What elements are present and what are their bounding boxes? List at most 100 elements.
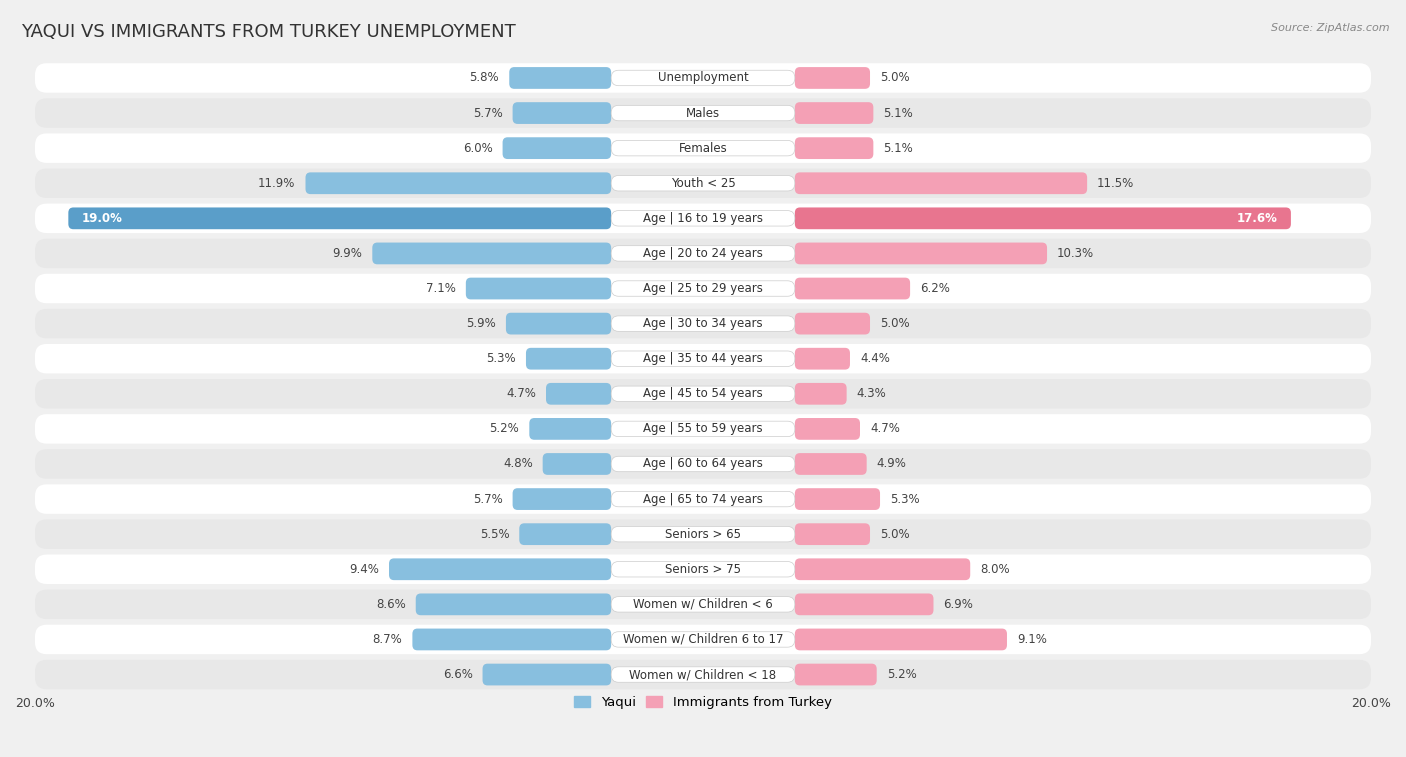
Text: 5.2%: 5.2% bbox=[887, 668, 917, 681]
FancyBboxPatch shape bbox=[35, 64, 1371, 92]
Text: 4.4%: 4.4% bbox=[860, 352, 890, 365]
Text: Seniors > 65: Seniors > 65 bbox=[665, 528, 741, 540]
Text: Age | 55 to 59 years: Age | 55 to 59 years bbox=[643, 422, 763, 435]
FancyBboxPatch shape bbox=[513, 102, 612, 124]
Text: 4.8%: 4.8% bbox=[503, 457, 533, 471]
Text: 5.3%: 5.3% bbox=[486, 352, 516, 365]
FancyBboxPatch shape bbox=[482, 664, 612, 685]
Text: 6.9%: 6.9% bbox=[943, 598, 973, 611]
Text: Seniors > 75: Seniors > 75 bbox=[665, 562, 741, 576]
FancyBboxPatch shape bbox=[35, 204, 1371, 233]
Text: Women w/ Children < 18: Women w/ Children < 18 bbox=[630, 668, 776, 681]
Text: 5.5%: 5.5% bbox=[479, 528, 509, 540]
FancyBboxPatch shape bbox=[794, 313, 870, 335]
Text: 19.0%: 19.0% bbox=[82, 212, 122, 225]
Text: 11.9%: 11.9% bbox=[259, 176, 295, 190]
FancyBboxPatch shape bbox=[612, 141, 794, 156]
FancyBboxPatch shape bbox=[35, 660, 1371, 690]
Text: 8.7%: 8.7% bbox=[373, 633, 402, 646]
FancyBboxPatch shape bbox=[35, 519, 1371, 549]
FancyBboxPatch shape bbox=[529, 418, 612, 440]
FancyBboxPatch shape bbox=[612, 70, 794, 86]
Text: YAQUI VS IMMIGRANTS FROM TURKEY UNEMPLOYMENT: YAQUI VS IMMIGRANTS FROM TURKEY UNEMPLOY… bbox=[21, 23, 516, 41]
Text: Age | 65 to 74 years: Age | 65 to 74 years bbox=[643, 493, 763, 506]
FancyBboxPatch shape bbox=[35, 379, 1371, 409]
Text: Unemployment: Unemployment bbox=[658, 71, 748, 85]
Text: 5.3%: 5.3% bbox=[890, 493, 920, 506]
FancyBboxPatch shape bbox=[794, 418, 860, 440]
FancyBboxPatch shape bbox=[612, 246, 794, 261]
FancyBboxPatch shape bbox=[612, 562, 794, 577]
FancyBboxPatch shape bbox=[612, 176, 794, 191]
FancyBboxPatch shape bbox=[612, 316, 794, 332]
Text: 10.3%: 10.3% bbox=[1057, 247, 1094, 260]
FancyBboxPatch shape bbox=[35, 169, 1371, 198]
Text: 17.6%: 17.6% bbox=[1237, 212, 1278, 225]
FancyBboxPatch shape bbox=[612, 281, 794, 296]
FancyBboxPatch shape bbox=[794, 593, 934, 615]
FancyBboxPatch shape bbox=[543, 453, 612, 475]
Text: 5.9%: 5.9% bbox=[467, 317, 496, 330]
Text: 5.8%: 5.8% bbox=[470, 71, 499, 85]
FancyBboxPatch shape bbox=[35, 625, 1371, 654]
Text: 4.7%: 4.7% bbox=[870, 422, 900, 435]
Text: Age | 35 to 44 years: Age | 35 to 44 years bbox=[643, 352, 763, 365]
FancyBboxPatch shape bbox=[506, 313, 612, 335]
FancyBboxPatch shape bbox=[794, 347, 851, 369]
FancyBboxPatch shape bbox=[305, 173, 612, 194]
FancyBboxPatch shape bbox=[465, 278, 612, 300]
FancyBboxPatch shape bbox=[35, 309, 1371, 338]
FancyBboxPatch shape bbox=[794, 559, 970, 580]
FancyBboxPatch shape bbox=[612, 456, 794, 472]
Text: 6.2%: 6.2% bbox=[920, 282, 950, 295]
FancyBboxPatch shape bbox=[35, 133, 1371, 163]
Text: 6.0%: 6.0% bbox=[463, 142, 492, 154]
FancyBboxPatch shape bbox=[35, 98, 1371, 128]
FancyBboxPatch shape bbox=[35, 238, 1371, 268]
Text: Age | 20 to 24 years: Age | 20 to 24 years bbox=[643, 247, 763, 260]
FancyBboxPatch shape bbox=[612, 421, 794, 437]
FancyBboxPatch shape bbox=[612, 105, 794, 121]
FancyBboxPatch shape bbox=[612, 351, 794, 366]
Text: Age | 25 to 29 years: Age | 25 to 29 years bbox=[643, 282, 763, 295]
FancyBboxPatch shape bbox=[612, 667, 794, 682]
Text: Age | 30 to 34 years: Age | 30 to 34 years bbox=[643, 317, 763, 330]
FancyBboxPatch shape bbox=[35, 590, 1371, 619]
FancyBboxPatch shape bbox=[612, 597, 794, 612]
Text: 9.9%: 9.9% bbox=[332, 247, 363, 260]
Text: 9.1%: 9.1% bbox=[1017, 633, 1047, 646]
FancyBboxPatch shape bbox=[794, 383, 846, 405]
FancyBboxPatch shape bbox=[794, 278, 910, 300]
FancyBboxPatch shape bbox=[513, 488, 612, 510]
FancyBboxPatch shape bbox=[546, 383, 612, 405]
FancyBboxPatch shape bbox=[794, 453, 866, 475]
FancyBboxPatch shape bbox=[794, 523, 870, 545]
Text: 5.7%: 5.7% bbox=[472, 493, 502, 506]
Text: 4.9%: 4.9% bbox=[877, 457, 907, 471]
FancyBboxPatch shape bbox=[526, 347, 612, 369]
FancyBboxPatch shape bbox=[35, 449, 1371, 478]
FancyBboxPatch shape bbox=[794, 137, 873, 159]
Text: Females: Females bbox=[679, 142, 727, 154]
FancyBboxPatch shape bbox=[794, 67, 870, 89]
FancyBboxPatch shape bbox=[373, 242, 612, 264]
Text: Source: ZipAtlas.com: Source: ZipAtlas.com bbox=[1271, 23, 1389, 33]
Text: Age | 60 to 64 years: Age | 60 to 64 years bbox=[643, 457, 763, 471]
FancyBboxPatch shape bbox=[612, 491, 794, 506]
FancyBboxPatch shape bbox=[794, 664, 877, 685]
Text: 5.1%: 5.1% bbox=[883, 107, 912, 120]
FancyBboxPatch shape bbox=[794, 488, 880, 510]
FancyBboxPatch shape bbox=[794, 628, 1007, 650]
FancyBboxPatch shape bbox=[502, 137, 612, 159]
FancyBboxPatch shape bbox=[35, 344, 1371, 373]
FancyBboxPatch shape bbox=[794, 102, 873, 124]
FancyBboxPatch shape bbox=[416, 593, 612, 615]
Text: 4.7%: 4.7% bbox=[506, 388, 536, 400]
FancyBboxPatch shape bbox=[35, 414, 1371, 444]
Text: 5.7%: 5.7% bbox=[472, 107, 502, 120]
FancyBboxPatch shape bbox=[35, 274, 1371, 304]
Text: 5.2%: 5.2% bbox=[489, 422, 519, 435]
FancyBboxPatch shape bbox=[509, 67, 612, 89]
Text: 8.6%: 8.6% bbox=[375, 598, 406, 611]
Text: 8.0%: 8.0% bbox=[980, 562, 1010, 576]
